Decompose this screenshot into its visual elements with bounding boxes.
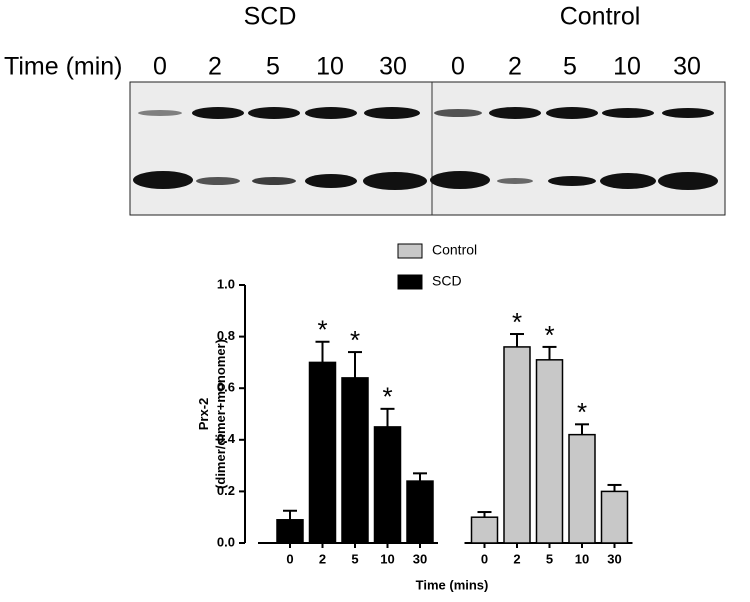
lane-label: 5 <box>266 53 280 81</box>
blot-frame <box>129 81 726 216</box>
x-tick-label: 2 <box>319 551 326 566</box>
legend-label: Control <box>432 242 477 258</box>
bar <box>535 359 564 544</box>
lane-label: 0 <box>153 53 167 81</box>
y-axis-label-line: (dimer/dimer+monomer) <box>213 339 228 489</box>
bar <box>341 377 369 544</box>
lane-label: 2 <box>508 53 522 81</box>
bar <box>503 346 531 544</box>
x-tick-label: 5 <box>546 551 553 566</box>
x-tick-label: 2 <box>513 551 520 566</box>
time-label: Time (min) <box>4 53 123 81</box>
bar <box>406 480 434 544</box>
x-tick-label: 10 <box>380 551 394 566</box>
x-axis-label: Time (mins) <box>416 577 489 592</box>
x-tick-label: 5 <box>351 551 358 566</box>
blot <box>129 81 726 216</box>
y-tick-label: 0.6 <box>217 380 235 395</box>
significance-marker: * <box>577 397 587 427</box>
legend-swatch <box>397 274 423 290</box>
lane-label: 30 <box>379 53 407 81</box>
y-tick-label: 0.4 <box>217 431 236 446</box>
y-tick-label: 0.0 <box>217 534 235 549</box>
bands <box>133 107 718 190</box>
lane-label: 0 <box>451 53 465 81</box>
significance-marker: * <box>317 315 327 345</box>
lane-label: 10 <box>613 53 641 81</box>
bar <box>276 519 304 544</box>
y-tick-label: 1.0 <box>217 276 235 291</box>
bar <box>600 490 629 544</box>
legend-label: SCD <box>432 273 462 289</box>
y-tick-label: 0.8 <box>217 328 235 343</box>
y-tick-label: 0.2 <box>217 483 235 498</box>
y-axis-label-line: Prx-2 <box>196 398 211 431</box>
blot-group-label: SCD <box>244 3 297 31</box>
x-tick-label: 0 <box>286 551 293 566</box>
bar <box>568 433 596 544</box>
lane-label: 5 <box>563 53 577 81</box>
x-tick-label: 30 <box>607 551 621 566</box>
x-tick-label: 30 <box>413 551 427 566</box>
significance-marker: * <box>382 382 392 412</box>
significance-marker: * <box>544 320 554 350</box>
lane-label: 10 <box>316 53 344 81</box>
x-tick-label: 10 <box>575 551 589 566</box>
lane-label: 2 <box>208 53 222 81</box>
lane-label: 30 <box>673 53 701 81</box>
y-axis-label: Prx-2 (dimer/dimer+monomer) <box>196 339 228 489</box>
bar <box>470 516 499 544</box>
significance-marker: * <box>512 307 522 337</box>
legend-swatch <box>397 243 423 259</box>
x-tick-label: 0 <box>481 551 488 566</box>
bar <box>308 361 337 544</box>
significance-marker: * <box>350 325 360 355</box>
blot-group-label: Control <box>560 3 641 31</box>
bar <box>373 426 402 544</box>
